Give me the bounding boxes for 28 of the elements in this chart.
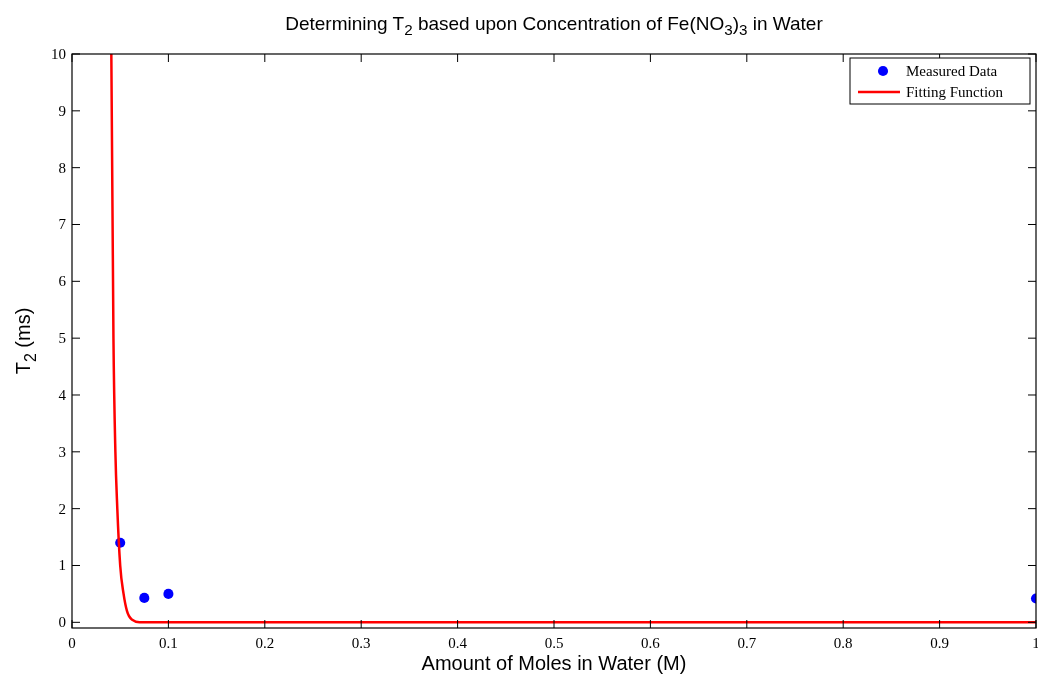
x-tick-label: 0.6 xyxy=(641,635,661,651)
x-tick-label: 0.4 xyxy=(448,635,468,651)
y-tick-label: 4 xyxy=(58,386,67,403)
y-tick-label: 1 xyxy=(58,557,66,574)
y-tick-label: 10 xyxy=(51,46,66,62)
y-tick-label: 0 xyxy=(58,614,66,631)
legend-label: Measured Data xyxy=(906,63,998,79)
y-tick-label: 6 xyxy=(58,273,67,290)
y-tick-label: 9 xyxy=(58,102,66,119)
y-tick-label: 5 xyxy=(58,330,66,347)
x-tick-label: 0.9 xyxy=(930,635,949,651)
x-axis-title: Amount of Moles in Water (M) xyxy=(421,652,687,674)
y-tick-label: 3 xyxy=(58,443,66,460)
point xyxy=(139,592,150,603)
point xyxy=(163,588,174,599)
x-tick-label: 0.2 xyxy=(255,635,275,651)
line-series xyxy=(110,54,1036,624)
y-tick-label: 7 xyxy=(58,216,67,233)
y-tick-label: 2 xyxy=(58,500,66,517)
x-tick-label: 0.3 xyxy=(351,635,371,651)
x-tick-label: 0.8 xyxy=(833,635,853,651)
chart-title: Determining T$_{2}$ based upon Concentration of Fe(NO$_{3}$)$_{3}$ in Water xyxy=(285,13,824,39)
x-tick-label: 1 xyxy=(1032,635,1038,651)
x-tick-label: 0.1 xyxy=(159,635,178,651)
x-tick-label: 0.5 xyxy=(544,635,564,651)
y-tick-label: 8 xyxy=(58,159,66,176)
legend-label: Fitting Function xyxy=(906,84,1004,100)
x-tick-label: 0.7 xyxy=(737,635,757,651)
